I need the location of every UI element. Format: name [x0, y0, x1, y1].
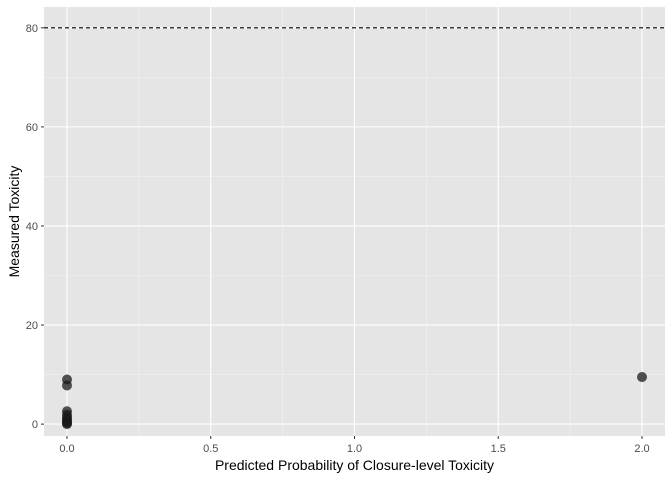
data-point: [637, 372, 647, 383]
y-axis-title: Measured Toxicity: [6, 166, 22, 278]
y-tick-label: 80: [26, 23, 38, 35]
y-tick-label: 40: [26, 221, 38, 233]
x-axis-ticks: 0.0 0.5 1.0 1.5 2.0: [59, 436, 650, 455]
y-axis-ticks: 0 20 40 60 80: [26, 23, 44, 431]
x-tick-label: 2.0: [634, 443, 649, 455]
x-axis-title: Predicted Probability of Closure-level T…: [215, 457, 494, 473]
data-points: [62, 372, 647, 430]
y-tick-label: 20: [26, 320, 38, 332]
x-tick-label: 0.0: [59, 443, 74, 455]
x-tick-label: 1.5: [491, 443, 506, 455]
x-tick-label: 1.0: [347, 443, 362, 455]
data-point: [62, 419, 72, 430]
y-tick-label: 60: [26, 122, 38, 134]
major-gridlines: [44, 7, 665, 436]
x-tick-label: 0.5: [203, 443, 218, 455]
y-tick-label: 0: [32, 419, 38, 431]
data-point: [62, 380, 72, 391]
